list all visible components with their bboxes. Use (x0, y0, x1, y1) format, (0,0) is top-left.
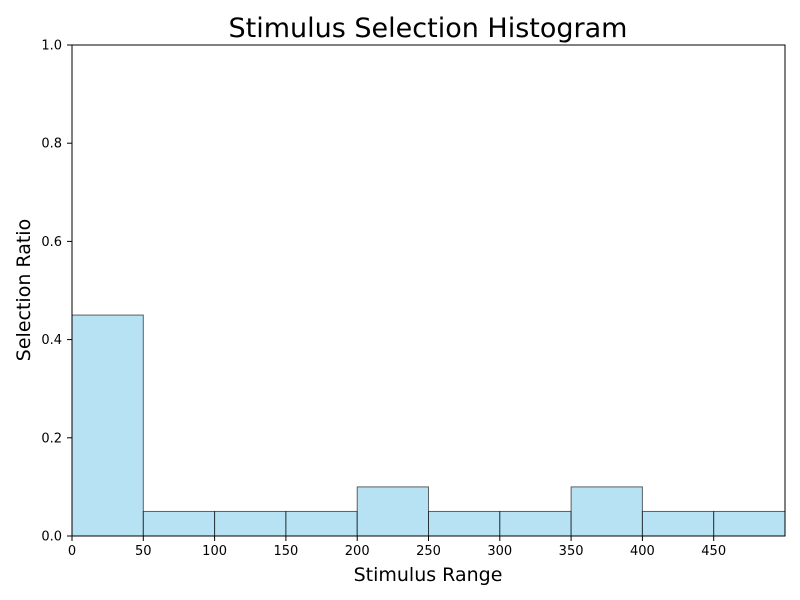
histogram-bar (499, 510, 572, 537)
x-tick-label: 300 (487, 544, 512, 559)
histogram-bar (570, 486, 643, 537)
x-tick-label: 100 (202, 544, 227, 559)
y-tick-label: 0.8 (41, 137, 62, 152)
y-tick-label: 0.4 (41, 333, 62, 348)
y-axis-ticks: 0.0 0.2 0.4 0.6 0.8 1.0 (41, 39, 72, 545)
chart-title: Stimulus Selection Histogram (229, 13, 628, 44)
x-tick-label: 250 (416, 544, 441, 559)
x-tick-label: 150 (273, 544, 298, 559)
x-axis-label: Stimulus Range (354, 564, 503, 586)
plot-frame (71, 44, 786, 537)
y-axis-label: Selection Ratio (13, 219, 35, 361)
x-axis-ticks: 0 50 100 150 200 250 300 350 400 450 (68, 536, 726, 559)
x-tick-label: 450 (701, 544, 726, 559)
bars-group (71, 314, 786, 537)
histogram-bar (71, 314, 144, 537)
y-tick-label: 0.2 (41, 431, 62, 446)
x-tick-label: 0 (68, 544, 76, 559)
histogram-bar (356, 486, 430, 537)
x-tick-label: 350 (559, 544, 584, 559)
y-tick-label: 1.0 (41, 39, 62, 54)
x-tick-label: 200 (345, 544, 370, 559)
histogram-bar (428, 510, 501, 537)
histogram-bar (641, 510, 715, 537)
y-tick-label: 0.6 (41, 235, 62, 250)
y-tick-label: 0.0 (41, 530, 62, 545)
histogram-bar (214, 510, 287, 537)
histogram-bar (285, 510, 358, 537)
x-tick-label: 50 (135, 544, 152, 559)
x-tick-label: 400 (630, 544, 655, 559)
histogram-bar (142, 510, 216, 537)
histogram-bar (713, 510, 786, 537)
